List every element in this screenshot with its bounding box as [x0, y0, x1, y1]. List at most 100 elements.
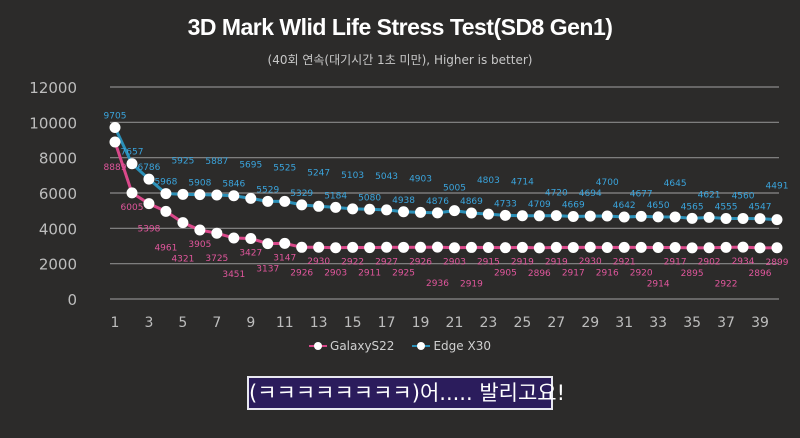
legend-swatch-edge-x30 [412, 342, 431, 350]
data-label: 2899 [766, 258, 789, 268]
data-point [296, 199, 308, 211]
data-label: 5005 [443, 184, 466, 194]
data-point [415, 241, 427, 253]
data-point [160, 188, 172, 200]
legend-label: Edge X30 [433, 339, 491, 353]
data-point [601, 241, 613, 253]
data-label: 2896 [749, 269, 772, 279]
data-label: 2921 [613, 257, 636, 267]
data-point [771, 242, 783, 254]
data-point [126, 158, 138, 170]
x-tick-label: 21 [446, 315, 464, 331]
data-point [669, 211, 681, 223]
data-point [160, 205, 172, 217]
data-point [415, 206, 427, 218]
legend-label: GalaxyS22 [330, 339, 395, 353]
data-point [109, 122, 121, 134]
data-label: 4903 [409, 174, 432, 184]
x-tick-label: 35 [683, 315, 701, 331]
data-label: 2936 [426, 279, 449, 289]
data-label: 2934 [732, 257, 755, 267]
data-point [652, 211, 664, 223]
y-tick-label: 0 [67, 291, 77, 309]
x-tick-label: 11 [276, 315, 294, 331]
data-label: 4565 [681, 202, 704, 212]
data-label: 4869 [460, 197, 483, 207]
data-point [448, 205, 460, 217]
data-label: 5968 [154, 178, 177, 188]
data-point [618, 241, 630, 253]
data-point [720, 241, 732, 253]
data-label: 4645 [664, 179, 687, 189]
data-point [754, 242, 766, 254]
data-point [296, 241, 308, 253]
data-label: 3905 [188, 240, 211, 250]
data-label: 4677 [630, 189, 653, 199]
data-label: 2925 [392, 268, 415, 278]
data-point [262, 238, 274, 250]
data-point [194, 189, 206, 201]
data-label: 4621 [698, 190, 721, 200]
data-label: 4650 [647, 201, 670, 211]
data-label: 5329 [290, 189, 313, 199]
data-point [177, 188, 189, 200]
data-label: 2919 [460, 279, 483, 289]
data-label: 9705 [104, 112, 127, 122]
data-point [601, 210, 613, 222]
data-point [228, 190, 240, 202]
data-point [533, 210, 545, 222]
data-label: 6005 [121, 203, 144, 213]
y-tick-label: 6000 [39, 185, 77, 203]
data-label: 5184 [324, 191, 347, 201]
x-tick-label: 15 [344, 315, 362, 331]
data-label: 2917 [664, 257, 687, 267]
data-point [499, 209, 511, 221]
data-label: 5398 [137, 225, 160, 235]
data-label: 2895 [681, 269, 704, 279]
y-tick-label: 12000 [29, 79, 77, 97]
data-label: 2903 [443, 258, 466, 268]
data-label: 2927 [375, 257, 398, 267]
data-point [635, 210, 647, 222]
data-label: 4876 [426, 197, 449, 207]
data-label: 2930 [307, 257, 330, 267]
data-point [550, 241, 562, 253]
data-label: 7657 [121, 148, 144, 158]
x-tick-label: 7 [212, 315, 221, 331]
y-tick-label: 2000 [39, 256, 77, 274]
data-point [465, 207, 477, 219]
data-label: 2911 [358, 269, 381, 279]
data-point [398, 241, 410, 253]
data-label: 3427 [239, 248, 262, 258]
data-label: 4938 [392, 196, 415, 206]
x-tick-label: 25 [513, 315, 531, 331]
x-tick-label: 39 [751, 315, 769, 331]
data-point [211, 227, 223, 239]
data-point [567, 211, 579, 223]
data-label: 4961 [154, 243, 177, 253]
data-label: 4733 [494, 199, 517, 209]
data-point [516, 210, 528, 222]
data-point [499, 242, 511, 254]
data-point [381, 241, 393, 253]
data-point [143, 173, 155, 185]
y-tick-label: 8000 [39, 150, 77, 168]
x-tick-label: 13 [310, 315, 328, 331]
data-point [482, 208, 494, 220]
data-point [228, 232, 240, 244]
data-label: 3137 [256, 265, 279, 275]
y-tick-label: 10000 [29, 114, 77, 132]
data-label: 4560 [732, 191, 755, 201]
chart-title: 3D Mark Wlid Life Stress Test(SD8 Gen1) [187, 14, 613, 40]
data-point [245, 232, 257, 244]
data-point [347, 241, 359, 253]
data-point [448, 242, 460, 254]
legend-swatch-galaxys22 [309, 342, 328, 350]
data-point [567, 241, 579, 253]
data-label: 6786 [137, 163, 160, 173]
data-label: 2917 [562, 268, 585, 278]
data-label: 2930 [579, 257, 602, 267]
data-label: 2915 [477, 258, 500, 268]
data-label: 8889 [104, 163, 127, 173]
data-label: 3147 [273, 253, 296, 263]
